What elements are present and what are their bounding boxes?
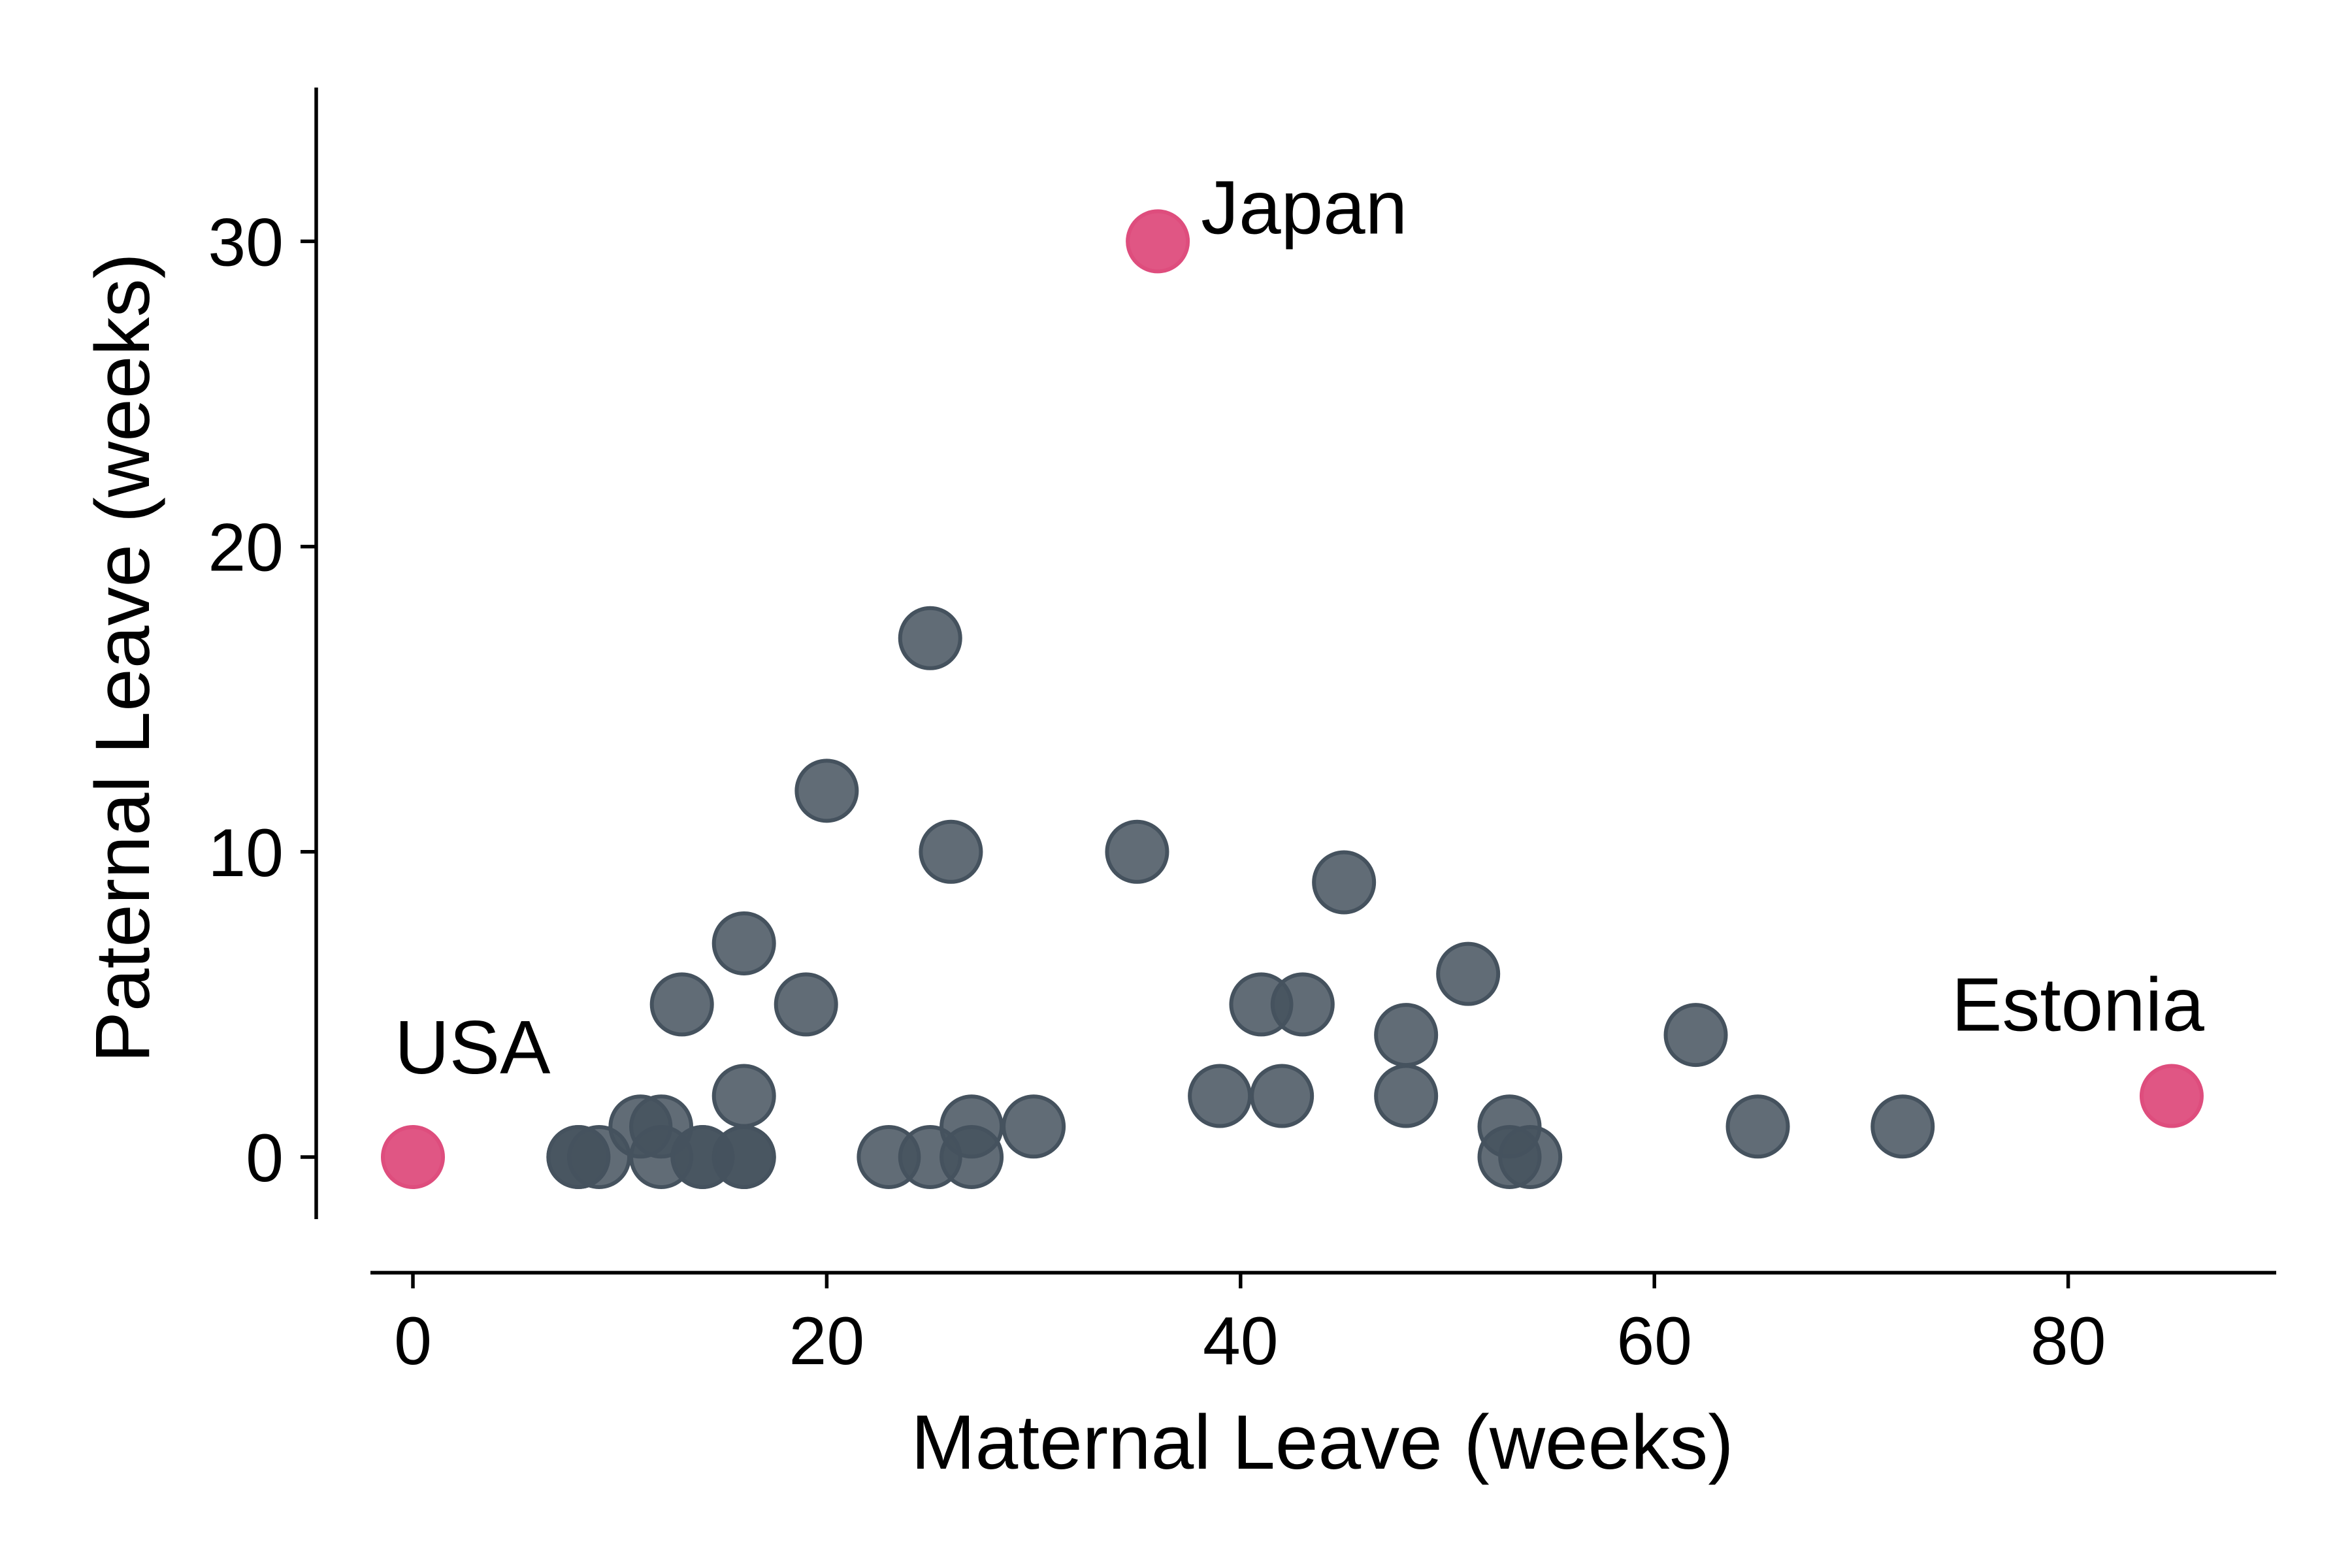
x-tick-label: 20 [789, 1303, 865, 1379]
data-point [1312, 850, 1377, 915]
point-labels: USA Japan Estonia [395, 165, 2204, 1090]
x-tick-label: 60 [1616, 1303, 1692, 1379]
y-tick-label: 20 [208, 510, 284, 586]
highlight-point [381, 1125, 445, 1189]
data-point [1498, 1125, 1563, 1189]
data-point [1188, 1064, 1252, 1128]
data-point [898, 606, 962, 670]
point-label-japan: Japan [1201, 165, 1407, 250]
data-point [1870, 1094, 1935, 1159]
data-point [1002, 1094, 1066, 1159]
x-ticks: 0 20 40 60 80 [394, 1273, 2106, 1379]
data-point [919, 819, 983, 884]
highlight-point [1126, 209, 1190, 274]
data-point [711, 1125, 776, 1189]
y-tick-label: 10 [208, 815, 284, 891]
data-point [1374, 1003, 1439, 1068]
y-tick-label: 0 [246, 1120, 284, 1196]
data-points [381, 209, 2204, 1189]
highlight-point [2139, 1064, 2204, 1128]
data-point [711, 911, 776, 975]
data-point [1436, 941, 1501, 1006]
data-point [1270, 972, 1335, 1037]
x-tick-label: 40 [1203, 1303, 1279, 1379]
x-tick-label: 80 [2031, 1303, 2106, 1379]
axes [314, 88, 2276, 1275]
y-ticks: 0 10 20 30 [208, 204, 316, 1196]
data-point [649, 972, 714, 1037]
x-tick-label: 0 [394, 1303, 432, 1379]
data-point [1105, 819, 1169, 884]
x-axis-title: Maternal Leave (weeks) [911, 1399, 1733, 1486]
y-tick-label: 30 [208, 204, 284, 280]
y-axis-title: Paternal Leave (weeks) [80, 253, 166, 1063]
data-point [794, 759, 859, 823]
data-point [711, 1064, 776, 1128]
data-point [1374, 1064, 1439, 1128]
data-point [939, 1125, 1004, 1189]
data-point [1250, 1064, 1315, 1128]
point-label-usa: USA [395, 1005, 551, 1090]
data-point [1663, 1003, 1728, 1068]
data-point [774, 972, 838, 1037]
data-point [1725, 1094, 1790, 1159]
point-label-estonia: Estonia [1952, 962, 2204, 1047]
